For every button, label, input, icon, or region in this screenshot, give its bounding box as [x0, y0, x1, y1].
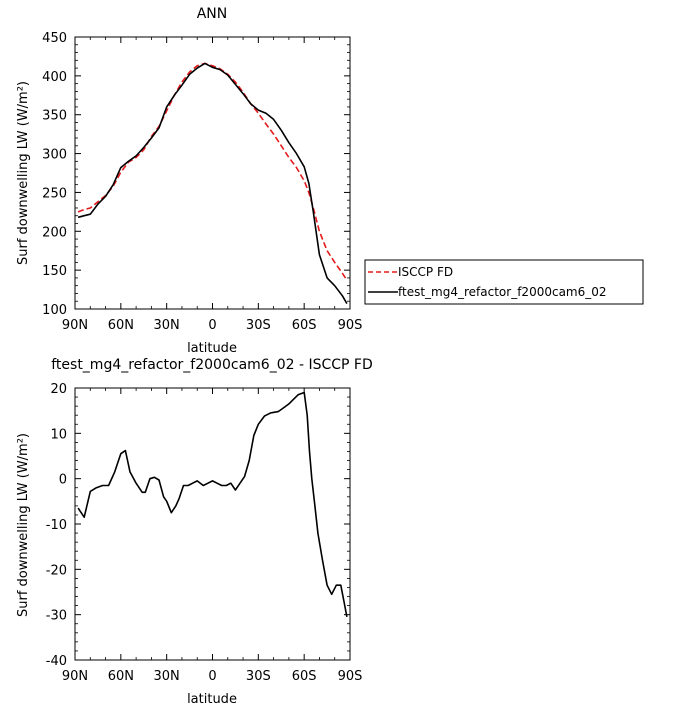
- ytick-label-0-6: 400: [42, 70, 67, 85]
- plot-frame-0: [74, 36, 351, 310]
- xtick-label-0-3: 0: [208, 318, 216, 333]
- xtick-label-1-5: 60S: [292, 669, 317, 684]
- xtick-label-0-2: 30N: [154, 318, 180, 333]
- top-chart-xlabel: latitude: [187, 341, 237, 356]
- ytick-label-1-4: 0: [59, 473, 67, 488]
- ytick-label-1-5: 10: [50, 427, 67, 442]
- ytick-label-0-3: 250: [42, 186, 67, 201]
- top-chart: ANN 100 150 200 250 300 350 400 450 90N 60N 30N 0 30…: [16, 6, 644, 356]
- xtick-label-0-4: 30S: [246, 318, 271, 333]
- top-chart-title: ANN: [197, 6, 228, 22]
- ytick-label-0-0: 100: [42, 303, 67, 318]
- xtick-label-1-6: 90S: [338, 669, 363, 684]
- series-line-1-0: [77, 391, 348, 618]
- ytick-label-0-7: 450: [42, 31, 67, 46]
- ytick-label-0-2: 200: [42, 225, 67, 240]
- xtick-label-1-3: 0: [208, 669, 216, 684]
- xtick-label-0-1: 60N: [108, 318, 134, 333]
- xtick-label-1-1: 60N: [108, 669, 134, 684]
- xtick-label-0-6: 90S: [338, 318, 363, 333]
- bottom-chart-xlabel: latitude: [187, 692, 237, 707]
- ytick-label-1-1: -30: [46, 609, 67, 624]
- xtick-label-0-0: 90N: [62, 318, 88, 333]
- ytick-label-0-1: 150: [42, 264, 67, 279]
- legend-box: [364, 259, 644, 305]
- ytick-label-1-3: -10: [46, 518, 67, 533]
- series-line-0-1: [77, 62, 348, 304]
- legend-label-model: ftest_mg4_refactor_f2000cam6_02: [398, 285, 607, 299]
- ytick-label-1-2: -20: [46, 563, 67, 578]
- bottom-chart-title: ftest_mg4_refactor_f2000cam6_02 - ISCCP …: [51, 357, 373, 373]
- legend-label-isccp: ISCCP FD: [398, 265, 453, 279]
- xtick-label-1-0: 90N: [62, 669, 88, 684]
- xtick-label-1-2: 30N: [154, 669, 180, 684]
- xtick-label-0-5: 60S: [292, 318, 317, 333]
- bottom-chart-ylabel: Surf downwelling LW (W/m²): [16, 433, 31, 617]
- top-chart-ylabel: Surf downwelling LW (W/m²): [16, 81, 31, 265]
- bottom-chart: ftest_mg4_refactor_f2000cam6_02 - ISCCP …: [16, 357, 373, 707]
- legend: ISCCP FD ftest_mg4_refactor_f2000cam6_02: [364, 259, 644, 305]
- ytick-label-1-0: -40: [46, 654, 67, 669]
- xtick-label-1-4: 30S: [246, 669, 271, 684]
- ytick-label-0-4: 300: [42, 148, 67, 163]
- ytick-label-1-6: 20: [50, 382, 67, 397]
- ytick-label-0-5: 350: [42, 109, 67, 124]
